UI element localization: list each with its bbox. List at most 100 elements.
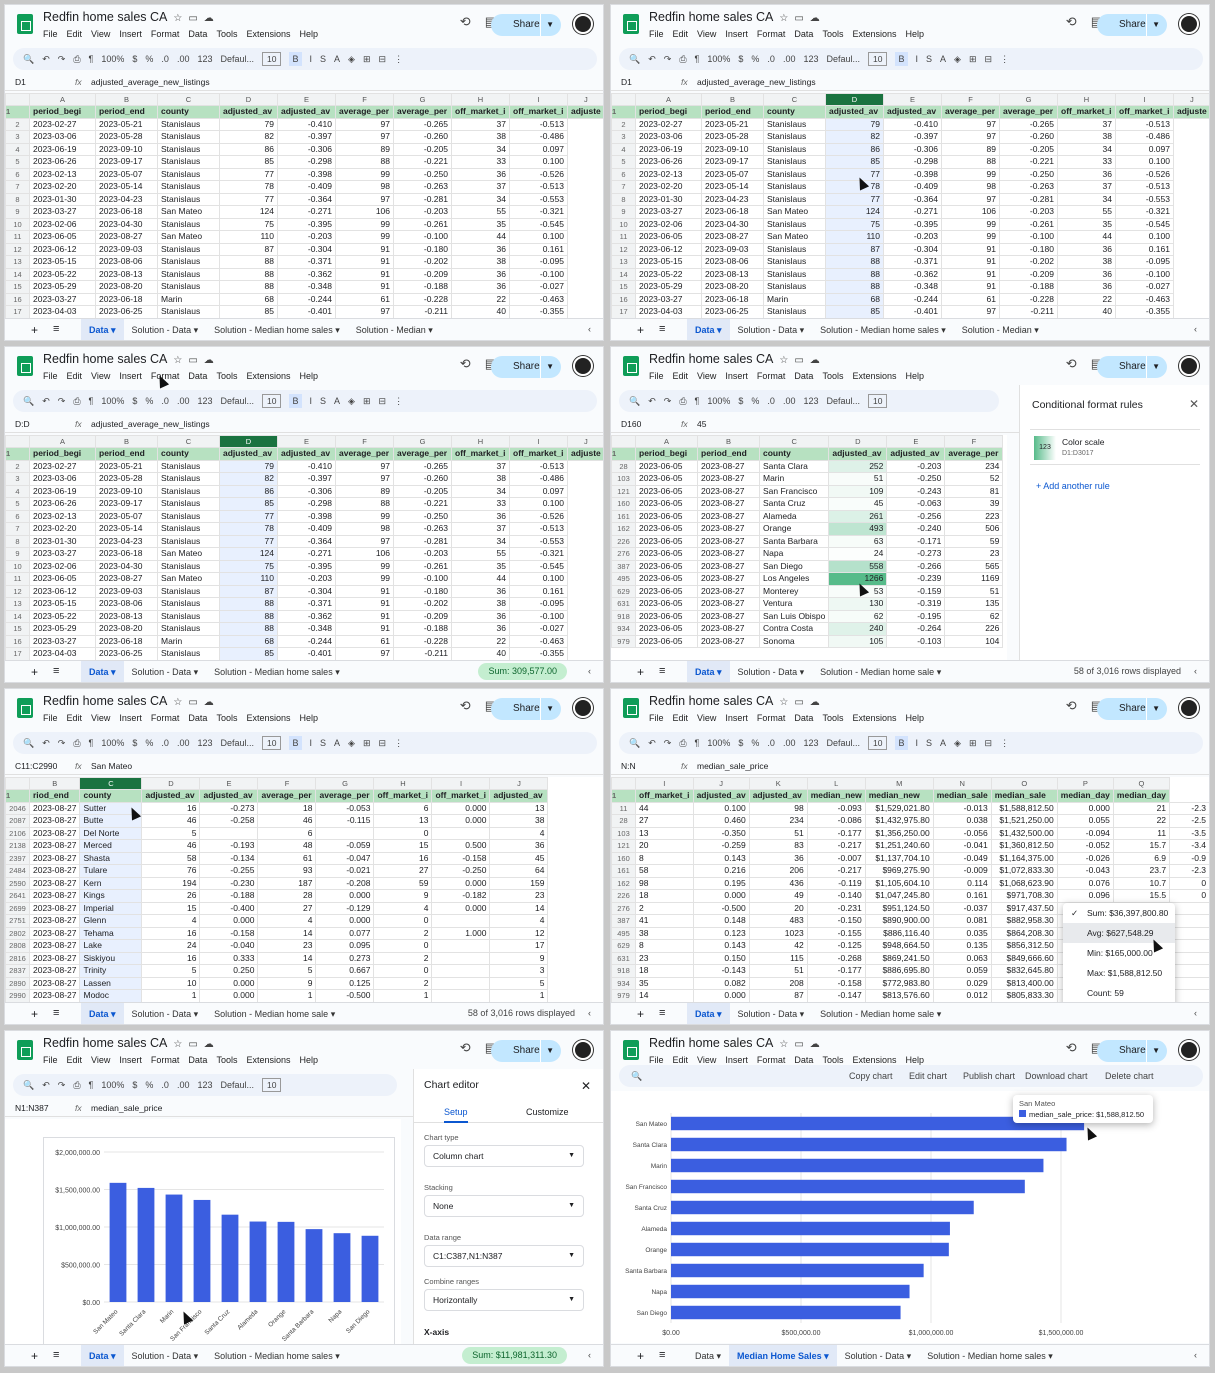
menu-help[interactable]: Help	[905, 29, 924, 39]
cell[interactable]: 58	[141, 851, 201, 865]
cell[interactable]: -0.188	[393, 622, 452, 636]
column-header[interactable]: C	[79, 777, 143, 790]
cell[interactable]: 2023-06-12	[635, 242, 702, 256]
menu-tools[interactable]: Tools	[822, 1055, 844, 1065]
cell[interactable]: -0.158	[431, 851, 491, 865]
cell[interactable]: 14	[257, 926, 317, 940]
cell[interactable]: -0.063	[886, 497, 946, 511]
redo-icon[interactable]: ↷	[57, 54, 66, 64]
cell[interactable]: 2023-05-29	[635, 280, 702, 294]
cell[interactable]: 78	[219, 522, 278, 536]
bold-icon[interactable]: B	[289, 394, 302, 408]
cell[interactable]: Stanislaus	[763, 192, 826, 206]
cell[interactable]: $772,983.80	[864, 976, 934, 990]
cell[interactable]: $1,356,250.00	[864, 826, 934, 840]
zoom-select[interactable]: 100%	[707, 738, 731, 748]
cell[interactable]: 97	[941, 192, 1000, 206]
avatar[interactable]	[573, 14, 593, 34]
cell[interactable]: 91	[335, 609, 394, 623]
cell[interactable]: 5	[141, 826, 201, 840]
cell[interactable]: -0.271	[277, 205, 336, 219]
row-number[interactable]: 161	[611, 864, 636, 878]
font-size-input[interactable]: 10	[868, 736, 888, 750]
cell[interactable]: 2023-06-05	[635, 547, 698, 561]
cell[interactable]: 81	[944, 484, 1004, 498]
menu-insert[interactable]: Insert	[119, 713, 142, 723]
sheet-tab[interactable]: Solution - Median ▾	[961, 325, 1039, 335]
cell[interactable]: $1,521,250.00	[990, 814, 1058, 828]
cell[interactable]: -0.134	[199, 851, 259, 865]
column-header[interactable]: G	[999, 93, 1058, 106]
cell[interactable]: Stanislaus	[763, 267, 826, 281]
row-number[interactable]: 2802	[5, 926, 30, 940]
cell[interactable]: -0.500	[692, 901, 750, 915]
cell[interactable]: $969,275.90	[864, 864, 934, 878]
sheet-tab[interactable]: Data ▾	[81, 1345, 124, 1366]
cell[interactable]: 15.5	[1112, 889, 1171, 903]
cell[interactable]: -0.180	[393, 242, 452, 256]
cell[interactable]: 44	[451, 230, 510, 244]
cell[interactable]: 2023-02-06	[635, 217, 702, 231]
cell[interactable]: 208	[748, 976, 808, 990]
sheet-tab[interactable]: Solution - Median home sales ▾	[927, 1351, 1053, 1361]
cell[interactable]: -0.545	[509, 559, 568, 573]
cell[interactable]: 2023-09-17	[95, 155, 158, 169]
cell[interactable]: 36	[451, 584, 510, 598]
row-number[interactable]: 6	[611, 167, 636, 181]
cell[interactable]: 14	[257, 951, 317, 965]
tab-dropdown-icon[interactable]: ▾	[108, 667, 116, 677]
header-cell[interactable]: off_market_i	[509, 447, 568, 461]
menu-edit[interactable]: Edit	[66, 29, 83, 39]
cell[interactable]: -0.410	[883, 117, 942, 131]
cell[interactable]: Contra Costa	[758, 622, 830, 636]
cell[interactable]: 87	[219, 242, 278, 256]
cell[interactable]: -0.228	[393, 292, 452, 306]
cell[interactable]: 85	[219, 497, 278, 511]
formula-input[interactable]: median_sale_price	[91, 1103, 163, 1113]
cell[interactable]: 2023-05-14	[95, 522, 158, 536]
cell[interactable]: 2023-06-05	[635, 509, 698, 523]
toolbar-format-3[interactable]: .00	[176, 396, 190, 406]
cell[interactable]: 2023-02-13	[635, 167, 702, 181]
cell[interactable]: 2023-04-30	[95, 217, 158, 231]
cell[interactable]: 0.100	[692, 801, 750, 815]
header-cell[interactable]: period_begi	[29, 447, 96, 461]
cell[interactable]: Orange	[758, 522, 830, 536]
more-icon[interactable]: ⋮	[394, 738, 404, 748]
share-button[interactable]: Share ▼	[1097, 14, 1167, 36]
cell[interactable]: -0.348	[277, 280, 336, 294]
tab-dropdown-icon[interactable]: ▾	[714, 667, 722, 677]
cell[interactable]: 26	[141, 889, 201, 903]
cell[interactable]: 2023-01-30	[635, 192, 702, 206]
menu-help[interactable]: Help	[905, 1055, 924, 1065]
sidebar-toggle-icon[interactable]: ‹	[1194, 1350, 1197, 1360]
cell[interactable]: -0.281	[999, 192, 1058, 206]
cell[interactable]: 85	[825, 305, 884, 319]
sidebar-toggle-icon[interactable]: ‹	[588, 324, 591, 334]
column-header[interactable]: C	[157, 435, 220, 448]
cell[interactable]: -0.268	[806, 951, 866, 965]
cell[interactable]: -0.094	[1056, 826, 1114, 840]
add-rule-button[interactable]: + Add another rule	[1036, 481, 1110, 491]
cell[interactable]: Stanislaus	[763, 280, 826, 294]
menu-format[interactable]: Format	[756, 1055, 786, 1065]
menu-extensions[interactable]: Extensions	[246, 1055, 291, 1065]
cell[interactable]: 0.100	[509, 230, 568, 244]
cell[interactable]: 2023-06-25	[95, 647, 158, 661]
doc-title[interactable]: Redfin home sales CA ☆ ▭ ☁	[649, 694, 820, 708]
column-header[interactable]: J	[567, 435, 603, 448]
cell[interactable]: 558	[828, 559, 888, 573]
redo-icon[interactable]: ↷	[57, 738, 66, 748]
cell[interactable]: 0.029	[932, 976, 992, 990]
cell[interactable]: Kings	[79, 889, 143, 903]
toolbar-format-1[interactable]: %	[751, 738, 760, 748]
header-cell[interactable]: period_end	[701, 105, 764, 119]
cell[interactable]: -0.545	[509, 217, 568, 231]
cell[interactable]: -0.059	[315, 839, 375, 853]
cell[interactable]: -0.321	[509, 205, 568, 219]
cell[interactable]: 0.097	[509, 142, 568, 156]
column-header[interactable]: E	[277, 435, 336, 448]
cell[interactable]: 83	[748, 839, 808, 853]
strikethrough-icon[interactable]: S	[926, 54, 933, 64]
cell[interactable]: -0.140	[806, 889, 866, 903]
